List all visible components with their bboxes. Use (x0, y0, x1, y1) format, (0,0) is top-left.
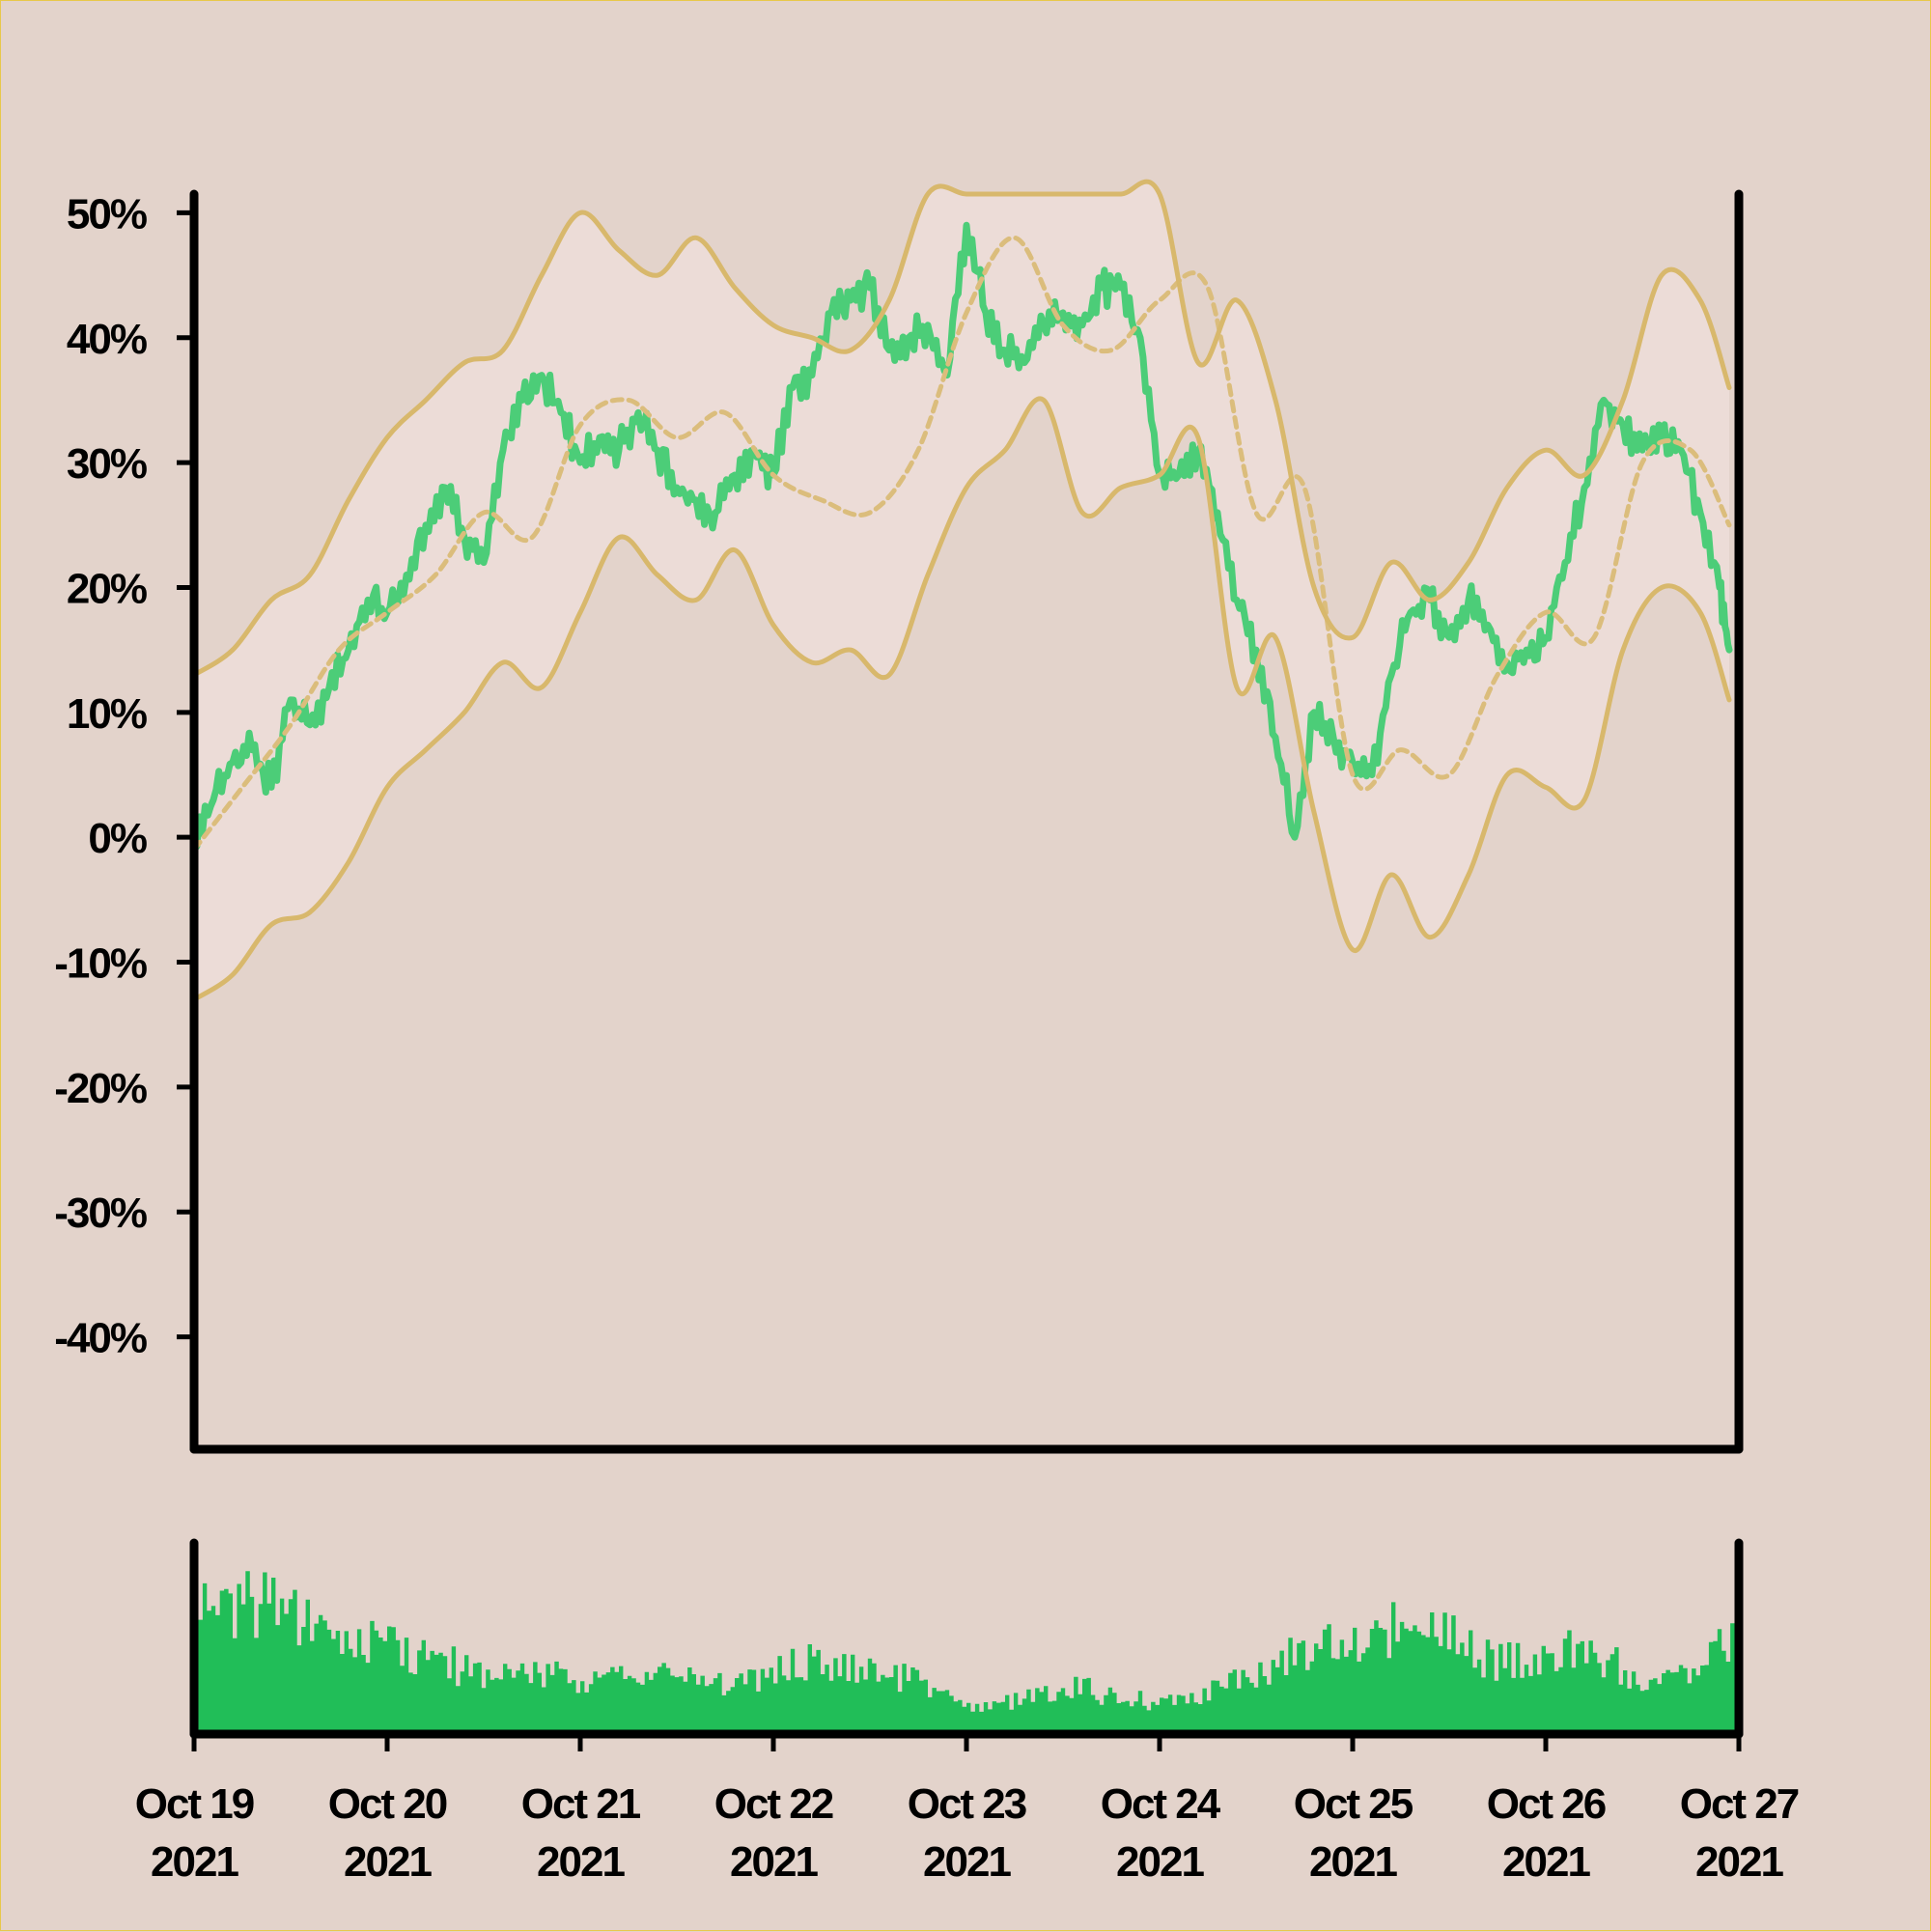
y-axis: 50% 40% 30% 20% 10% 0% -10% -20% -30% -40% (54, 190, 194, 1362)
series-lower-band-line (191, 396, 1732, 1002)
x-tick-label-date: Oct 25 (1294, 1780, 1413, 1828)
x-tick-label-date: Oct 26 (1487, 1780, 1606, 1828)
x-tick-label-year: 2021 (730, 1838, 818, 1886)
x-tick-label-date: Oct 23 (908, 1780, 1026, 1828)
x-tick-label-year: 2021 (1502, 1838, 1590, 1886)
main-panel (189, 179, 1744, 1454)
x-tick-label-date: Oct 24 (1101, 1780, 1221, 1828)
x-tick-label-year: 2021 (344, 1838, 432, 1886)
y-tick-label: -10% (54, 940, 147, 988)
x-tick-label-year: 2021 (1116, 1838, 1204, 1886)
x-tick-label-year: 2021 (1695, 1838, 1783, 1886)
y-tick-label: 40% (67, 316, 147, 363)
band-fill (194, 182, 1729, 1000)
volume-panel (189, 1538, 1744, 1739)
y-tick-label: -40% (54, 1315, 147, 1362)
y-tick-label: -20% (54, 1065, 147, 1112)
y-tick-label: 20% (67, 565, 147, 612)
x-tick-label-date: Oct 19 (135, 1780, 254, 1828)
x-axis: Oct 19 2021 Oct 20 2021 Oct 21 2021 Oct 22 2021… (135, 1734, 1801, 1886)
x-tick-label-year: 2021 (1309, 1838, 1397, 1886)
x-tick-label-date: Oct 27 (1680, 1780, 1799, 1828)
series-value-line (190, 221, 1733, 854)
volume-bars (194, 1571, 1739, 1734)
series-moving-average-line (191, 235, 1732, 853)
x-tick-label-year: 2021 (923, 1838, 1011, 1886)
x-tick-label-date: Oct 20 (328, 1780, 447, 1828)
y-tick-label: 30% (67, 440, 147, 488)
x-tick-label-date: Oct 22 (714, 1780, 833, 1828)
y-tick-label: -30% (54, 1190, 147, 1237)
y-tick-label: 0% (88, 815, 146, 862)
x-tick-label-date: Oct 21 (521, 1780, 641, 1828)
x-tick-label-year: 2021 (151, 1838, 238, 1886)
series-upper-band-line (191, 179, 1732, 678)
x-tick-label-year: 2021 (537, 1838, 625, 1886)
y-tick-label: 50% (67, 190, 147, 238)
y-tick-label: 10% (67, 690, 147, 738)
